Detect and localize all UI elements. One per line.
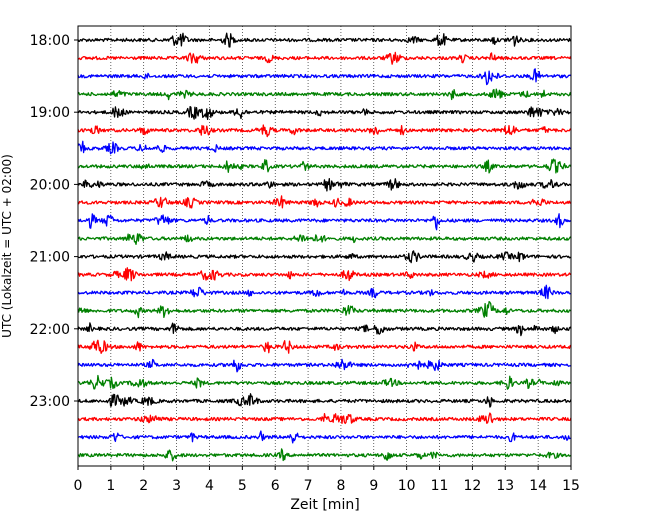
x-tick-label-12: 12 (463, 478, 481, 494)
x-tick-label-4: 4 (205, 478, 214, 494)
trace-row-4 (77, 105, 572, 121)
trace-row-5 (77, 124, 572, 138)
plot-frame (77, 25, 572, 467)
y-tick-label-4: 22:00 (30, 322, 70, 338)
trace-row-13 (77, 267, 572, 282)
y-tick-label-2: 20:00 (30, 177, 70, 193)
trace-row-8 (77, 178, 572, 192)
trace-row-9 (77, 195, 572, 209)
trace-row-22 (77, 430, 572, 444)
y-tick-label-1: 19:00 (30, 105, 70, 121)
x-tick-label-7: 7 (304, 478, 313, 494)
x-tick-label-2: 2 (139, 478, 148, 494)
trace-row-18 (77, 358, 572, 373)
trace-row-23 (77, 448, 572, 462)
y-tick-label-5: 23:00 (30, 394, 70, 410)
trace-row-11 (77, 233, 572, 246)
x-axis-ticks: 0 1 2 3 4 5 6 7 8 9 10 11 12 13 14 15 (74, 466, 580, 494)
trace-group (77, 32, 572, 462)
trace-row-21 (77, 412, 572, 425)
x-tick-label-5: 5 (238, 478, 247, 494)
x-tick-label-0: 0 (74, 478, 83, 494)
trace-row-10 (77, 213, 572, 231)
y-tick-label-3: 21:00 (30, 250, 70, 266)
x-tick-label-8: 8 (336, 478, 345, 494)
y-tick-label-0: 18:00 (30, 33, 70, 49)
x-tick-label-6: 6 (271, 478, 280, 494)
x-tick-label-13: 13 (496, 478, 514, 494)
trace-row-19 (78, 374, 572, 390)
plot-area-background (78, 26, 571, 466)
trace-row-7 (77, 158, 572, 174)
y-axis-ticks: 18:00 19:00 20:00 21:00 22:00 23:00 (30, 33, 78, 410)
trace-row-6 (77, 140, 572, 155)
x-tick-label-1: 1 (106, 478, 115, 494)
x-tick-label-11: 11 (431, 478, 449, 494)
trace-row-1 (77, 51, 572, 65)
x-tick-label-9: 9 (369, 478, 378, 494)
x-tick-label-10: 10 (398, 478, 416, 494)
trace-row-14 (77, 284, 572, 300)
trace-row-17 (77, 339, 572, 354)
x-tick-label-14: 14 (529, 478, 547, 494)
x-axis-label: Zeit [min] (290, 497, 359, 513)
vertical-grid (110, 26, 539, 466)
trace-row-16 (77, 322, 572, 337)
x-tick-label-15: 15 (562, 478, 580, 494)
trace-row-2 (77, 68, 572, 86)
trace-row-12 (77, 250, 572, 264)
x-tick-label-3: 3 (172, 478, 181, 494)
trace-row-20 (77, 393, 572, 408)
y-axis-label: UTC (Lokalzeit = UTC + 02:00) (0, 154, 14, 338)
trace-row-3 (77, 88, 572, 101)
trace-row-15 (77, 300, 572, 319)
trace-row-0 (77, 32, 572, 48)
